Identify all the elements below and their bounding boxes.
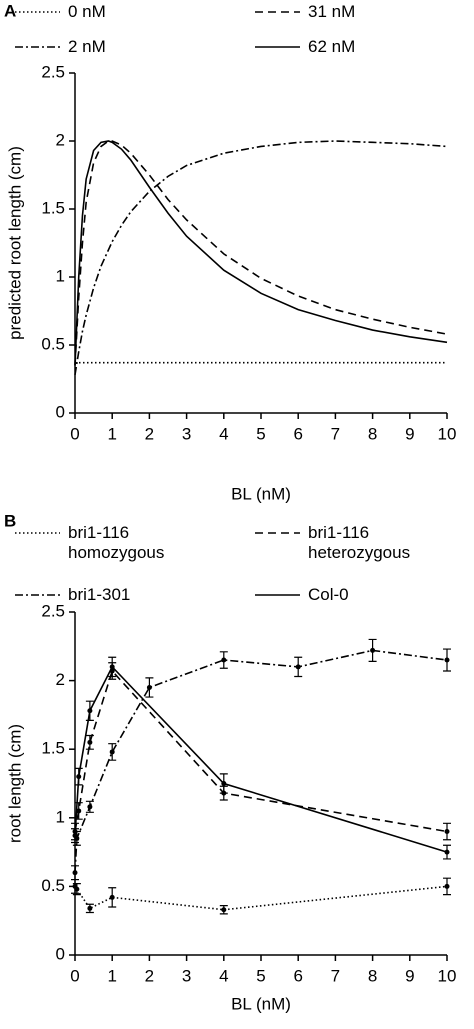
series-line xyxy=(74,649,448,873)
data-point xyxy=(295,664,301,670)
x-tick-label: 5 xyxy=(256,966,265,985)
series-line xyxy=(74,140,448,366)
legend-label: bri1-301 xyxy=(68,585,131,604)
x-tick-label: 7 xyxy=(331,966,340,985)
data-point xyxy=(87,739,93,745)
data-point xyxy=(109,664,115,670)
data-point xyxy=(221,781,227,786)
data-point xyxy=(87,804,93,810)
data-point xyxy=(87,708,93,714)
x-tick-label: 10 xyxy=(438,424,457,443)
data-point xyxy=(444,829,450,835)
x-tick-label: 8 xyxy=(368,424,377,443)
y-axis-label: root length (cm) xyxy=(5,724,24,843)
panel-label: A xyxy=(4,1,16,20)
data-point xyxy=(444,657,450,663)
y-tick-label: 2 xyxy=(56,670,65,689)
y-tick-label: 0 xyxy=(56,402,65,421)
series-line xyxy=(74,665,448,853)
data-point xyxy=(444,883,450,889)
x-tick-label: 3 xyxy=(182,966,191,985)
series-line xyxy=(74,140,448,376)
legend-label: bri1-116 homozygous xyxy=(68,523,165,562)
y-tick-label: 1.5 xyxy=(41,198,65,217)
y-tick-label: 0.5 xyxy=(41,876,65,895)
x-tick-label: 7 xyxy=(331,424,340,443)
series-line xyxy=(74,885,448,911)
x-tick-label: 6 xyxy=(293,966,302,985)
legend-label: bri1-116 heterozygous xyxy=(308,523,411,562)
x-tick-label: 3 xyxy=(182,424,191,443)
data-point xyxy=(221,907,227,913)
data-point xyxy=(72,833,78,839)
x-tick-label: 2 xyxy=(145,966,154,985)
data-point xyxy=(109,894,115,900)
x-tick-label: 0 xyxy=(70,424,79,443)
panel-label: B xyxy=(4,511,16,530)
data-point xyxy=(221,657,227,663)
y-tick-label: 1 xyxy=(56,807,65,826)
series-line xyxy=(74,669,448,833)
y-tick-label: 1 xyxy=(56,266,65,285)
legend-label: 31 nM xyxy=(308,2,356,21)
y-tick-label: 2.5 xyxy=(41,601,65,620)
x-tick-label: 2 xyxy=(145,424,154,443)
legend-label: Col-0 xyxy=(308,585,349,604)
x-tick-label: 8 xyxy=(368,966,377,985)
legend-label: 0 nM xyxy=(68,2,106,21)
y-tick-label: 0 xyxy=(56,944,65,963)
x-tick-label: 0 xyxy=(70,966,79,985)
y-tick-label: 2 xyxy=(56,130,65,149)
x-tick-label: 1 xyxy=(107,966,116,985)
x-axis-label: BL (nM) xyxy=(231,484,291,503)
data-point xyxy=(74,886,80,892)
data-point xyxy=(370,647,376,653)
x-tick-label: 9 xyxy=(405,966,414,985)
data-point xyxy=(76,774,82,780)
x-tick-label: 1 xyxy=(107,424,116,443)
series-line xyxy=(74,140,448,366)
data-point xyxy=(146,684,152,690)
y-axis-label: predicted root length (cm) xyxy=(5,146,24,340)
x-axis-label: BL (nM) xyxy=(231,994,291,1013)
x-tick-label: 6 xyxy=(293,424,302,443)
y-tick-label: 1.5 xyxy=(41,739,65,758)
y-tick-label: 2.5 xyxy=(41,62,65,81)
x-tick-label: 5 xyxy=(256,424,265,443)
x-tick-label: 4 xyxy=(219,424,228,443)
y-tick-label: 0.5 xyxy=(41,334,65,353)
legend-label: 2 nM xyxy=(68,37,106,56)
data-point xyxy=(87,905,93,911)
x-tick-label: 4 xyxy=(219,966,228,985)
data-point xyxy=(72,870,78,876)
data-point xyxy=(444,849,450,855)
legend-label: 62 nM xyxy=(308,37,356,56)
x-tick-label: 9 xyxy=(405,424,414,443)
data-point xyxy=(109,749,115,755)
data-point xyxy=(76,808,82,814)
x-tick-label: 10 xyxy=(438,966,457,985)
